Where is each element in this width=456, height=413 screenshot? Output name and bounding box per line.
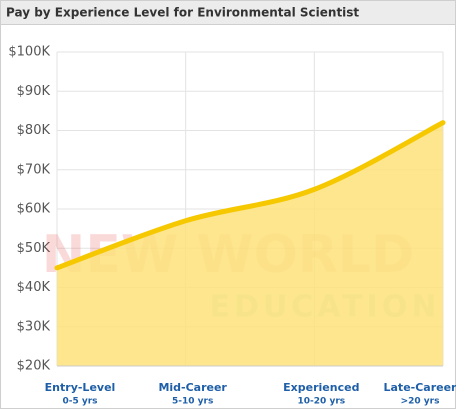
x-tick-sublabel: 0-5 yrs xyxy=(62,397,97,407)
header xyxy=(1,1,455,24)
x-tick-sublabel: 5-10 yrs xyxy=(172,397,213,407)
y-tick-label: $70K xyxy=(17,162,51,177)
y-tick-label: $80K xyxy=(17,123,51,138)
y-tick-label: $20K xyxy=(17,359,51,374)
x-tick-sublabel: 10-20 yrs xyxy=(298,397,346,407)
line xyxy=(54,120,446,271)
y-tick-label: $50K xyxy=(17,241,51,256)
x-tick-label: Mid-Career xyxy=(158,381,227,394)
y-tick-label: $90K xyxy=(17,84,51,99)
x-tick-label: Experienced xyxy=(283,381,359,394)
x-tick-sublabel: >20 yrs xyxy=(401,397,440,407)
y-tick-label: $30K xyxy=(17,319,51,334)
x-tick-label: Late-Career xyxy=(384,381,456,394)
area xyxy=(57,122,443,367)
x-tick-label: Entry-Level xyxy=(45,381,116,394)
chart-title: Pay by Experience Level for Environmenta… xyxy=(6,6,359,20)
y-tick-label: $60K xyxy=(17,202,51,217)
y-tick-label: $40K xyxy=(17,280,51,295)
y-tick-label: $100K xyxy=(8,45,50,60)
